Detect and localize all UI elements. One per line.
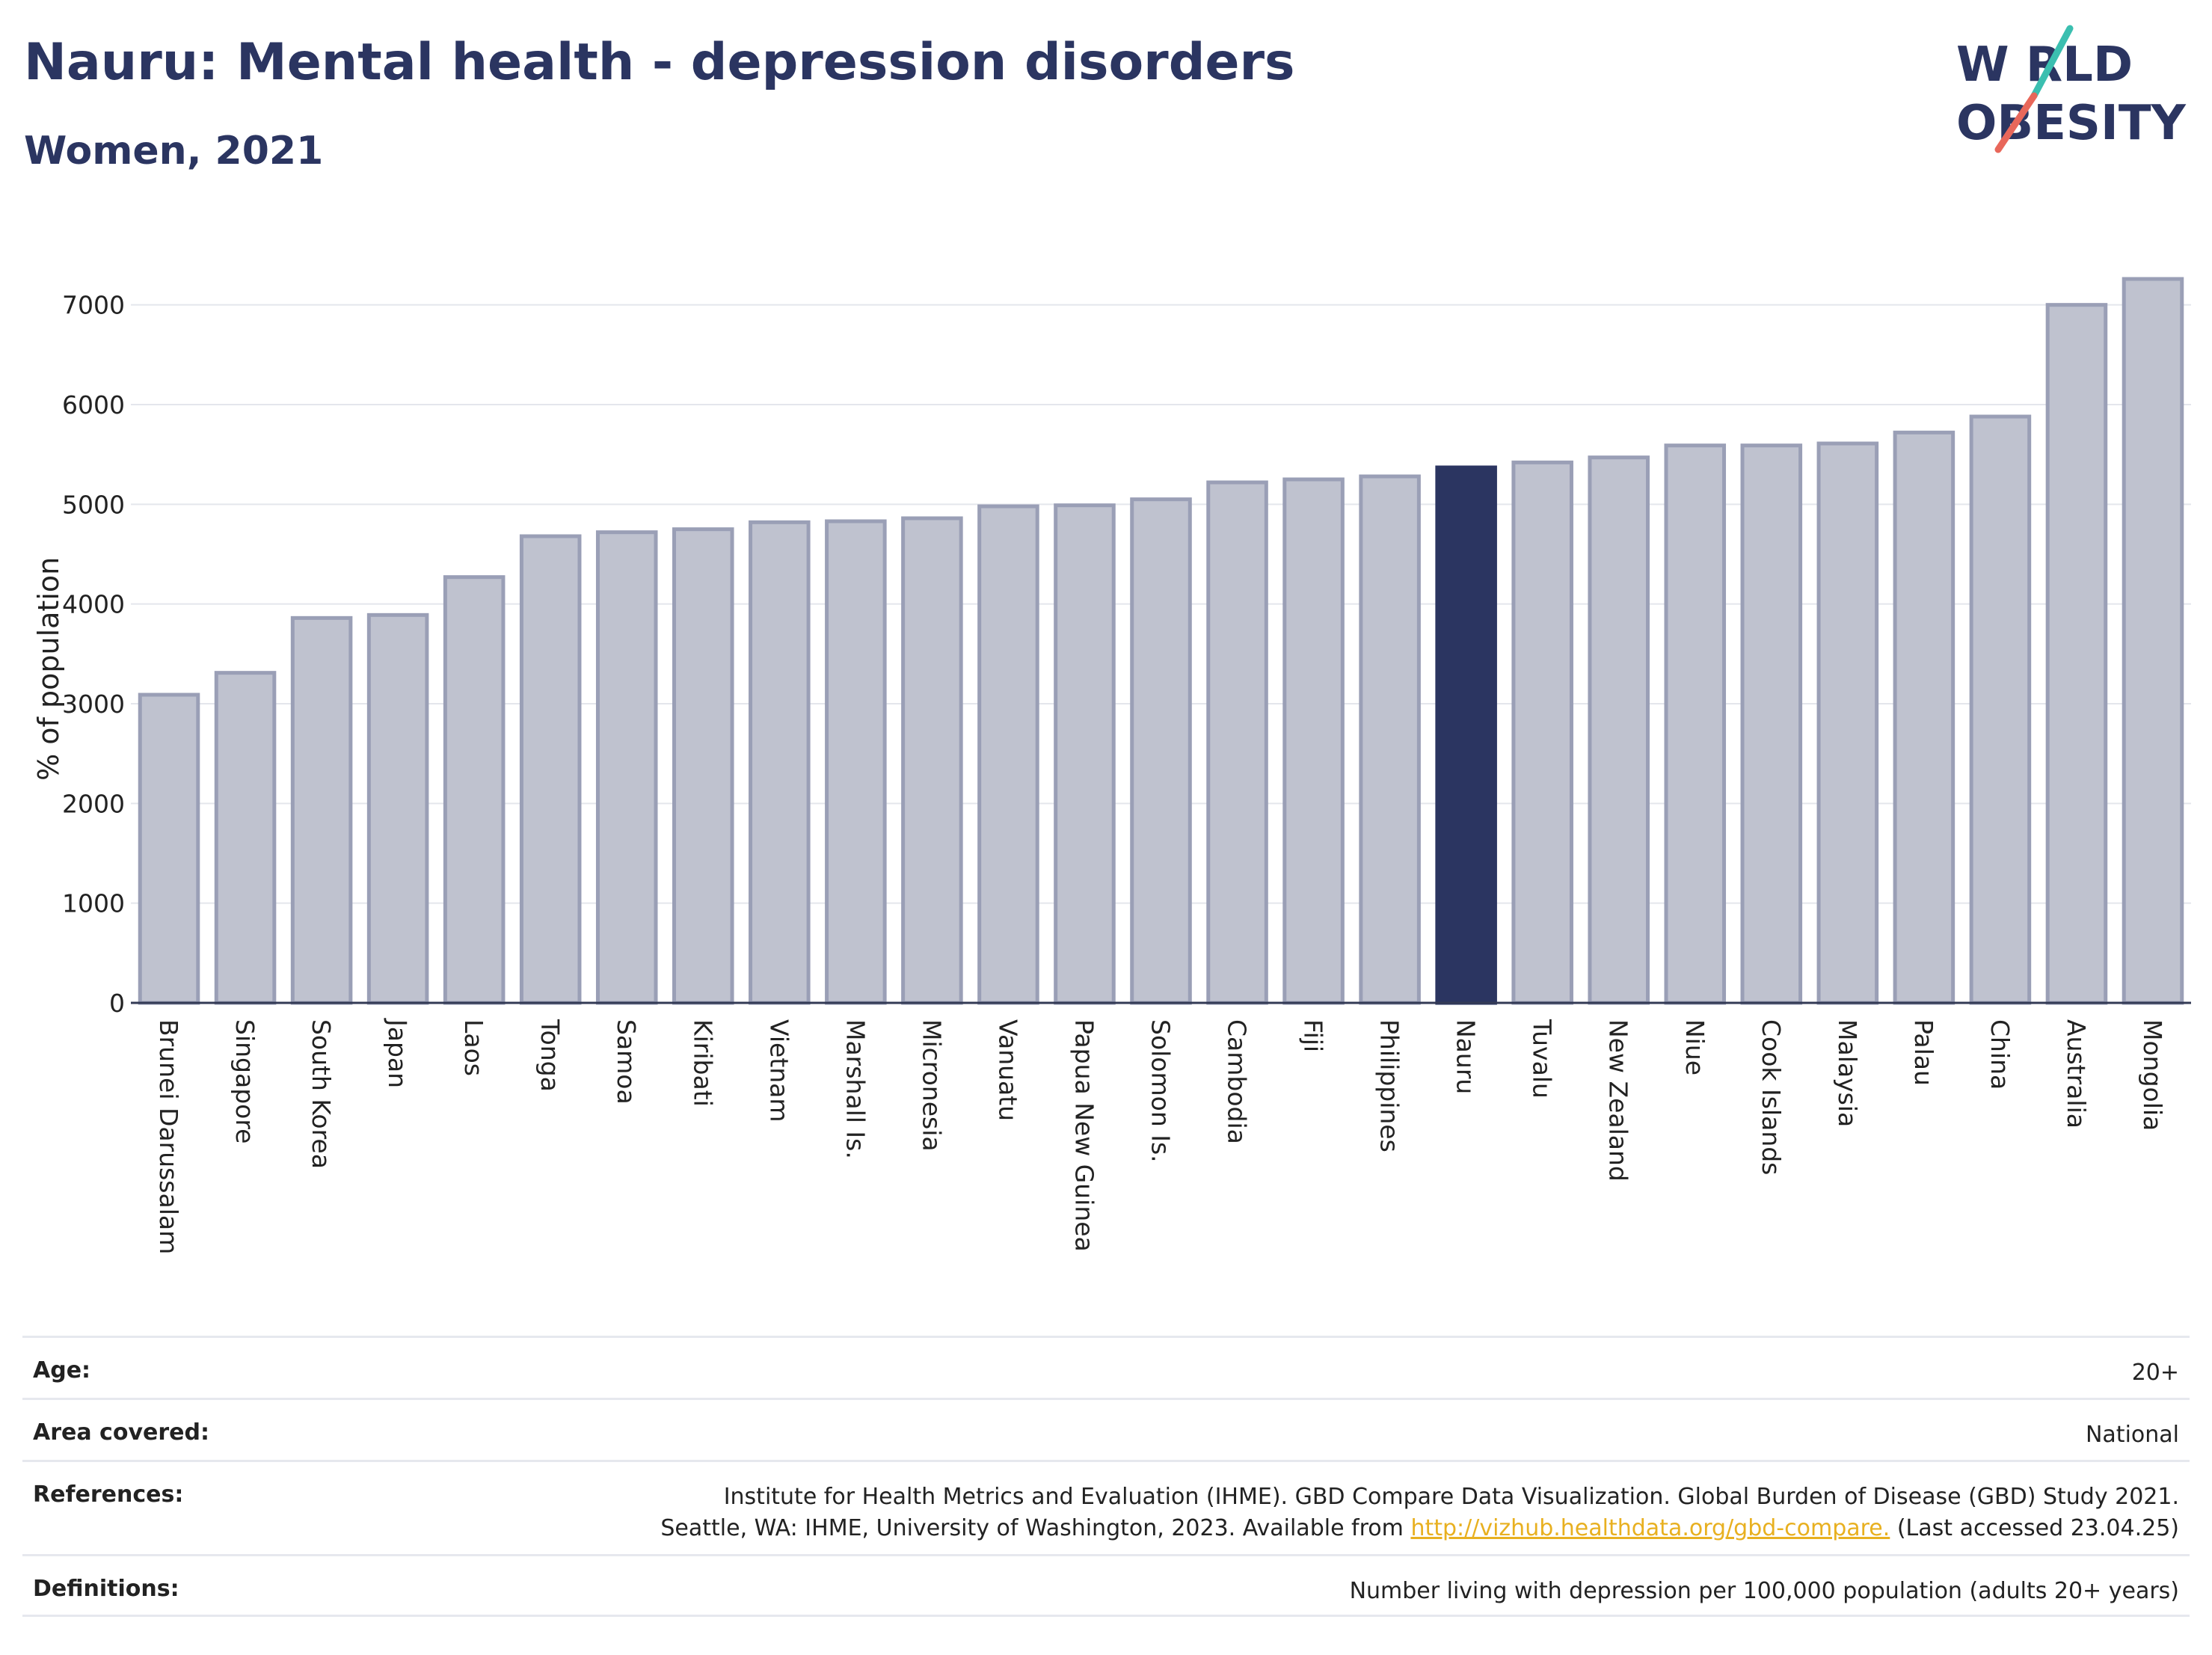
- bar-vietnam[interactable]: [749, 520, 811, 1005]
- references-line1: Institute for Health Metrics and Evaluat…: [723, 1484, 2179, 1510]
- references-line2-post: (Last accessed 23.04.25): [1896, 1515, 2179, 1541]
- bar-australia[interactable]: [2045, 303, 2108, 1005]
- bar-mongolia[interactable]: [2122, 277, 2184, 1005]
- x-category-label: Japan: [383, 1018, 412, 1088]
- x-category-label: Kiribati: [688, 1019, 717, 1107]
- x-category-label: Laos: [459, 1019, 488, 1076]
- world-obesity-logo: W RLD OBESITY: [1956, 25, 2186, 153]
- bar-fiji[interactable]: [1282, 477, 1345, 1005]
- bar-chart: 0 1000 2000 3000 4000 5000 6000 7000 Brunei Dar…: [32, 277, 2191, 1254]
- bar-singapore[interactable]: [214, 671, 277, 1005]
- x-category-label: Singapore: [230, 1019, 259, 1143]
- x-category-label: Papua New Guinea: [1069, 1019, 1099, 1252]
- x-category-label: Vanuatu: [993, 1019, 1022, 1121]
- bar-new-zealand[interactable]: [1588, 455, 1650, 1005]
- x-category-label: New Zealand: [1604, 1019, 1633, 1182]
- x-category-label: Tonga: [535, 1019, 565, 1092]
- x-category-label: Palau: [1909, 1019, 1938, 1086]
- x-category-label: Tuvalu: [1528, 1019, 1557, 1099]
- y-tick-labels: 0 1000 2000 3000 4000 5000 6000 7000: [62, 291, 125, 1018]
- bar-brunei-darussalam[interactable]: [138, 693, 200, 1005]
- bar-cook-islands[interactable]: [1740, 443, 1803, 1005]
- bar-nauru[interactable]: [1435, 465, 1497, 1005]
- bar-tuvalu[interactable]: [1511, 460, 1573, 1005]
- info-row-age: Age: 20+: [22, 1336, 2190, 1398]
- x-category-label: Samoa: [612, 1019, 641, 1105]
- bar-solomon-is[interactable]: [1130, 497, 1192, 1005]
- bar-china[interactable]: [1969, 414, 2032, 1005]
- x-category-label: South Korea: [307, 1019, 336, 1169]
- info-table: Age: 20+ Area covered: National Referenc…: [22, 1336, 2190, 1617]
- references-link[interactable]: http://vizhub.healthdata.org/gbd-compare…: [1410, 1515, 1890, 1541]
- x-category-label: Cook Islands: [1757, 1019, 1786, 1175]
- x-category-label: Fiji: [1299, 1019, 1328, 1052]
- references-label: References:: [33, 1481, 184, 1508]
- y-tick-label: 0: [109, 989, 125, 1018]
- logo-slash-bottom-icon: [1994, 92, 2038, 153]
- x-category-label: Cambodia: [1223, 1019, 1252, 1144]
- chart-subtitle: Women, 2021: [24, 129, 324, 174]
- x-category-label: Micronesia: [917, 1019, 946, 1152]
- logo-slash-top-icon: [2030, 25, 2074, 99]
- logo-line1: W RLD: [1956, 37, 2133, 93]
- x-category-label: Solomon Is.: [1146, 1019, 1176, 1163]
- y-tick-label: 5000: [62, 490, 125, 519]
- x-category-label: Brunei Darussalam: [154, 1019, 183, 1254]
- y-tick-label: 7000: [62, 291, 125, 320]
- area-value: National: [2085, 1422, 2179, 1448]
- chart-title: Nauru: Mental health - depression disord…: [24, 33, 1295, 92]
- bar-marshall-is[interactable]: [825, 519, 887, 1005]
- bar-laos[interactable]: [443, 575, 506, 1005]
- age-label: Age:: [33, 1357, 91, 1384]
- bar-kiribati[interactable]: [672, 527, 734, 1005]
- x-category-label: Philippines: [1375, 1019, 1404, 1152]
- x-category-label: Marshall Is.: [841, 1019, 870, 1159]
- info-row-definitions: Definitions: Number living with depressi…: [22, 1554, 2190, 1617]
- x-category-label: Australia: [2062, 1019, 2091, 1129]
- references-line2-pre: Seattle, WA: IHME, University of Washing…: [660, 1515, 1404, 1541]
- bar-niue[interactable]: [1664, 443, 1727, 1005]
- bar-tonga[interactable]: [519, 534, 582, 1005]
- logo-line2: OBESITY: [1956, 96, 2186, 151]
- info-row-references: References: Institute for Health Metrics…: [22, 1460, 2190, 1554]
- area-label: Area covered:: [33, 1419, 209, 1446]
- x-category-labels: Brunei Darussalam Singapore South Korea Jap…: [154, 1018, 2167, 1254]
- y-tick-label: 2000: [62, 789, 125, 818]
- x-category-label: Malaysia: [1833, 1019, 1862, 1127]
- x-category-label: China: [1985, 1019, 2015, 1090]
- y-tick-label: 3000: [62, 690, 125, 719]
- x-category-label: Mongolia: [2138, 1019, 2167, 1131]
- bar-papua-new-guinea[interactable]: [1054, 503, 1116, 1005]
- y-tick-label: 1000: [62, 889, 125, 918]
- bar-malaysia[interactable]: [1816, 441, 1879, 1005]
- bar-south-korea[interactable]: [290, 615, 353, 1005]
- bar-palau[interactable]: [1893, 430, 1956, 1005]
- bar-samoa[interactable]: [595, 530, 658, 1005]
- y-axis-label: % of population: [32, 557, 65, 781]
- bar-philippines[interactable]: [1359, 474, 1421, 1005]
- bar-micronesia[interactable]: [901, 516, 963, 1005]
- references-value: Institute for Health Metrics and Evaluat…: [660, 1481, 2179, 1554]
- y-tick-label: 6000: [62, 390, 125, 420]
- age-value: 20+: [2131, 1360, 2179, 1386]
- x-category-label: Nauru: [1451, 1019, 1481, 1094]
- x-category-label: Niue: [1680, 1019, 1709, 1075]
- bar-cambodia[interactable]: [1206, 480, 1268, 1005]
- definitions-label: Definitions:: [33, 1576, 179, 1602]
- y-tick-label: 4000: [62, 590, 125, 619]
- info-row-area: Area covered: National: [22, 1398, 2190, 1460]
- x-category-label: Vietnam: [764, 1019, 793, 1123]
- definitions-value: Number living with depression per 100,00…: [1349, 1578, 2179, 1604]
- bar-vanuatu[interactable]: [977, 504, 1039, 1005]
- bar-japan[interactable]: [366, 612, 429, 1005]
- bars: [138, 277, 2184, 1005]
